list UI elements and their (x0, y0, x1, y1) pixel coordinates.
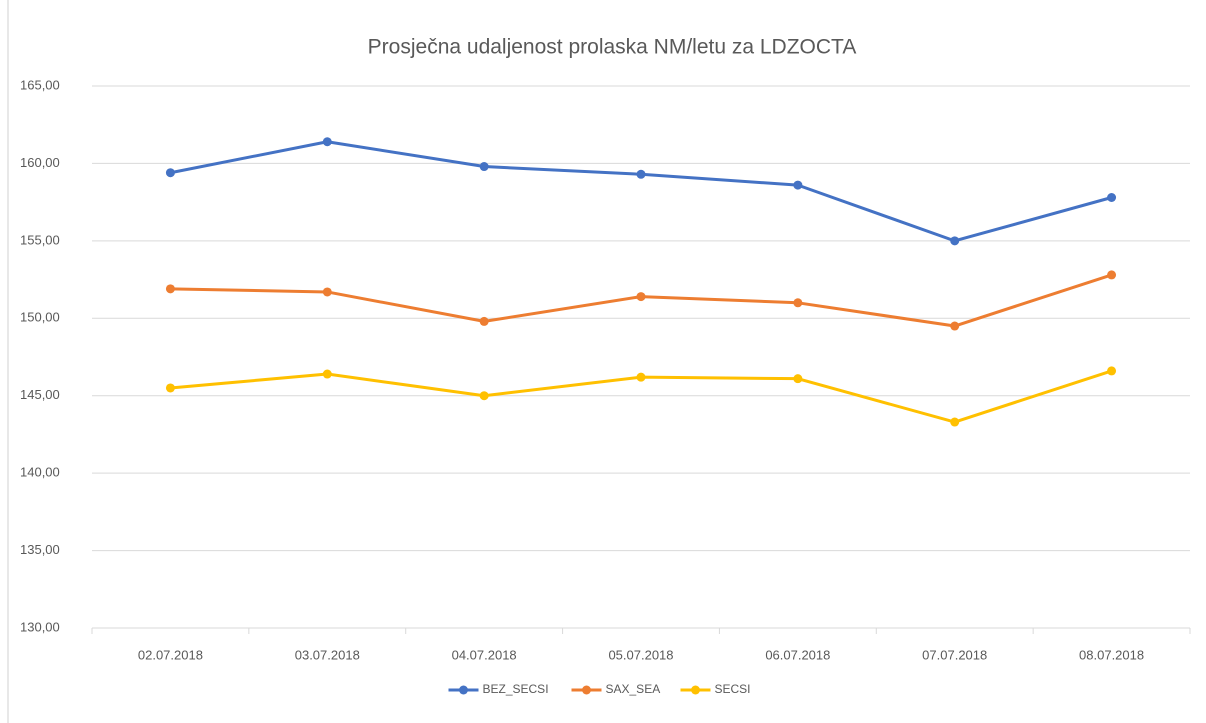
point (165, 383, 175, 393)
legend-label: SAX_SEA (606, 682, 661, 696)
y-tick-label: 155,00 (20, 232, 60, 247)
point (950, 321, 960, 331)
point (322, 287, 332, 297)
legend-marker (691, 685, 700, 695)
point (636, 169, 646, 179)
point (793, 374, 803, 384)
y-tick-label: 150,00 (20, 310, 60, 325)
x-tick-label: 06.07.2018 (765, 647, 830, 662)
legend-label: BEZ_SECSI (483, 682, 549, 696)
x-tick-label: 02.07.2018 (138, 647, 203, 662)
point (950, 417, 960, 427)
point (636, 372, 646, 382)
x-tick-label: 07.07.2018 (922, 647, 987, 662)
y-tick-label: 130,00 (20, 619, 60, 634)
x-tick-label: 05.07.2018 (608, 647, 673, 662)
point (636, 292, 646, 302)
point (165, 168, 175, 178)
point (793, 298, 803, 308)
point (322, 369, 332, 379)
point (479, 391, 489, 401)
legend-label: SECSI (715, 682, 751, 696)
y-tick-label: 145,00 (20, 387, 60, 402)
point (165, 284, 175, 294)
y-tick-label: 165,00 (20, 77, 60, 92)
chart-title: Prosječna udaljenost prolaska NM/letu za… (368, 36, 857, 59)
y-tick-label: 160,00 (20, 155, 60, 170)
point (322, 137, 332, 147)
legend-marker (459, 685, 468, 695)
point (479, 316, 489, 326)
point (1107, 366, 1117, 376)
point (793, 180, 803, 190)
y-tick-label: 135,00 (20, 542, 60, 557)
legend-marker (582, 685, 591, 695)
point (1107, 270, 1117, 280)
series-line (170, 140, 1112, 243)
point (1107, 192, 1117, 202)
y-tick-label: 140,00 (20, 465, 60, 480)
x-tick-label: 03.07.2018 (295, 647, 360, 662)
x-tick-label: 04.07.2018 (452, 647, 517, 662)
point (479, 162, 489, 172)
x-tick-label: 08.07.2018 (1079, 647, 1144, 662)
point (950, 236, 960, 246)
